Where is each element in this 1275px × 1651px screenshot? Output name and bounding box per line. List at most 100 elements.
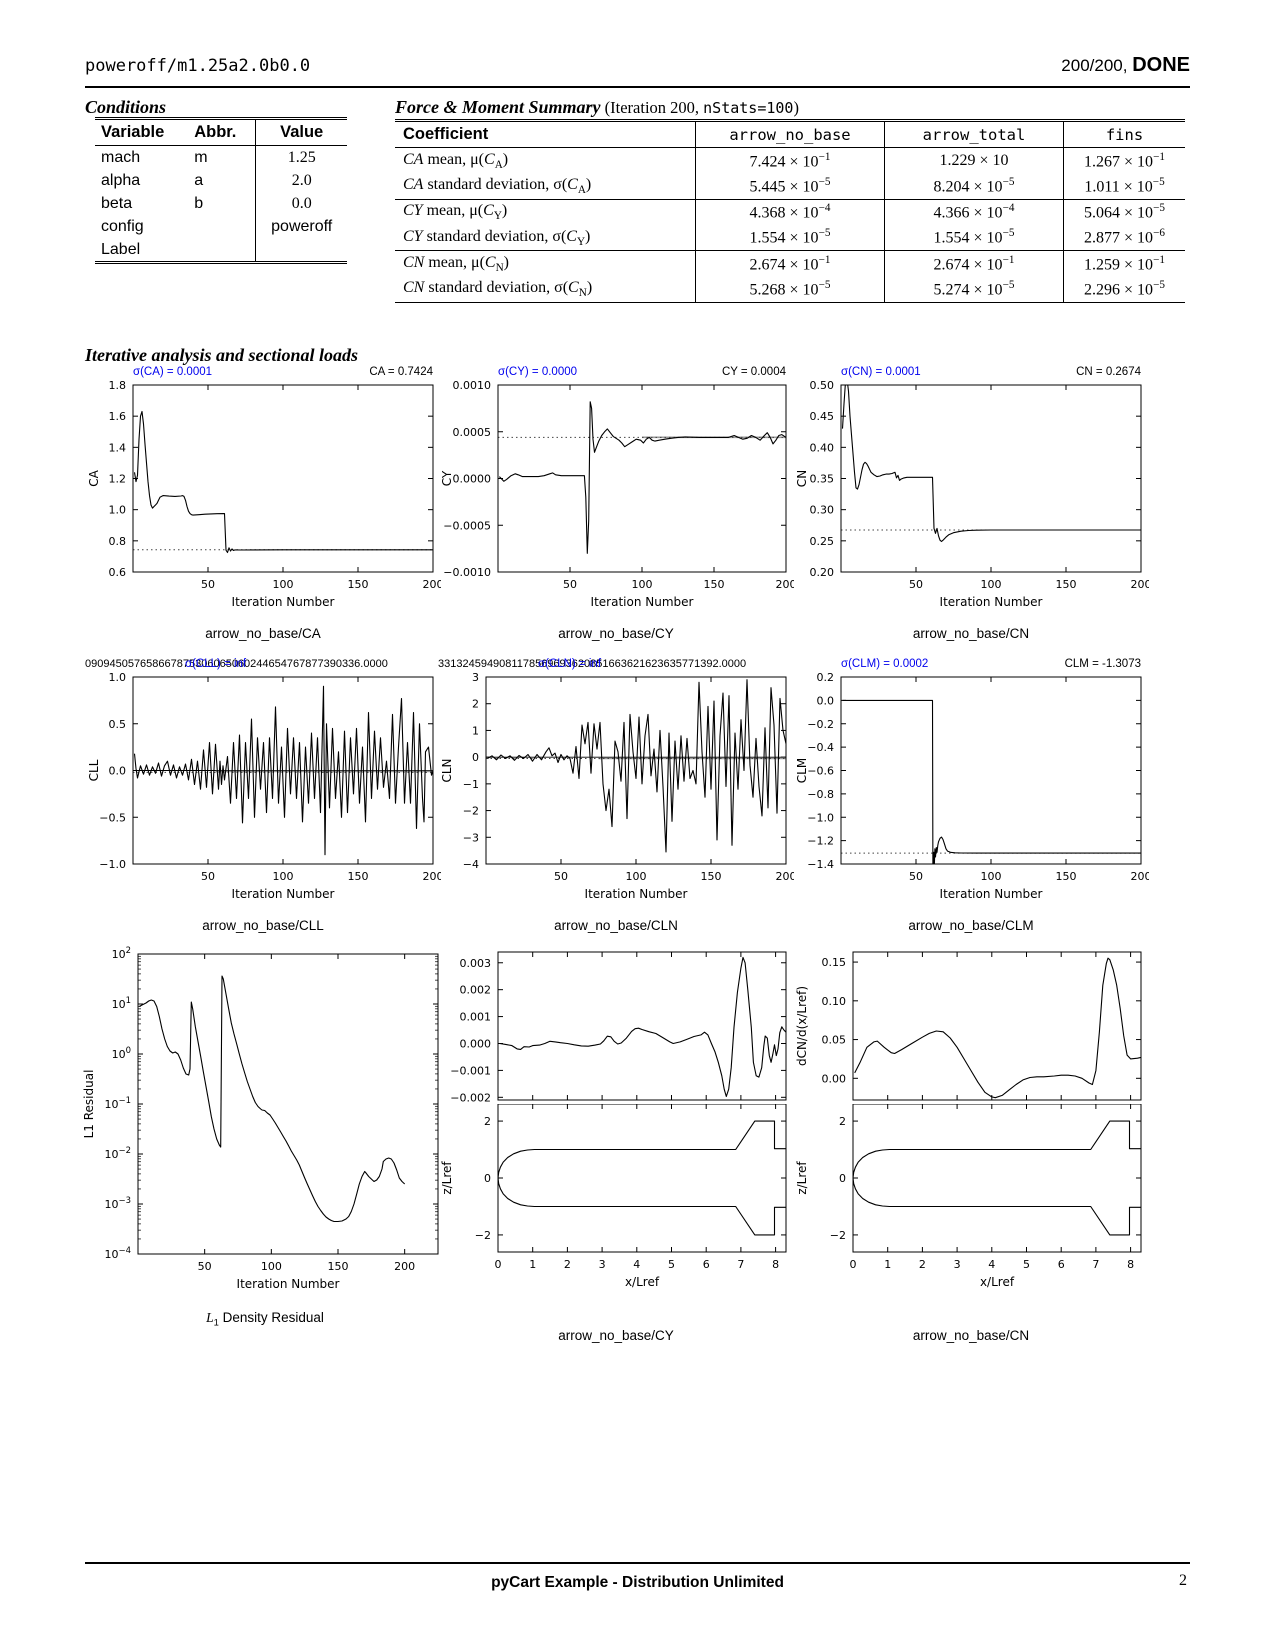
svg-text:50: 50 — [563, 578, 577, 591]
svg-text:10−1: 10−1 — [104, 1096, 131, 1111]
summary-value: 8.204 × 10−5 — [884, 173, 1064, 200]
svg-text:0.40: 0.40 — [810, 441, 835, 454]
cn-sigma-title: σ(CN) = 0.0001 — [841, 366, 921, 378]
svg-text:z/Lref: z/Lref — [795, 1161, 809, 1195]
conditions-col-value: Value — [255, 118, 347, 146]
svg-text:2: 2 — [564, 1258, 571, 1271]
svg-text:2: 2 — [484, 1115, 491, 1128]
svg-text:0: 0 — [850, 1258, 857, 1271]
page-number: 2 — [1179, 1572, 1187, 1589]
svg-text:100: 100 — [626, 870, 647, 883]
summary-value: 5.274 × 10−5 — [884, 276, 1064, 303]
summary-value: 2.674 × 10−1 — [695, 250, 885, 277]
cn-history-plot: 50 100 150 200 0.20 0.25 0.30 0.35 0.40 0.45 0.50 I… — [795, 380, 1149, 609]
summary-value: 1.267 × 10−1 — [1063, 147, 1185, 174]
cll-history-plot: 50 100 150 200 −1.0 −0.5 0.0 0.5 1.0 Iteration Nu… — [87, 672, 441, 901]
conditions-heading: Conditions — [85, 97, 167, 117]
conditions-row: alpha a 2.0 — [95, 169, 347, 192]
summary-row: CA mean, μ(CA) 7.424 × 10−1 1.229 × 10 1.26… — [395, 147, 1185, 174]
summary-coefficient-label: CA standard deviation, σ(CA) — [403, 175, 592, 197]
plot-cell-seccy: 0.003 0.002 0.001 0.000 −0.001 −0.002 0 1 2 3 4 5 6… — [438, 946, 794, 1343]
svg-text:5: 5 — [668, 1258, 675, 1271]
svg-text:100: 100 — [981, 578, 1002, 591]
iteration-progress: 200/200, — [1061, 56, 1128, 75]
condition-variable: alpha — [101, 171, 141, 189]
ca-value-title: CA = 0.7424 — [369, 366, 433, 378]
summary-col-arrow-total: arrow_total — [884, 120, 1064, 148]
condition-value: 0.0 — [255, 192, 347, 215]
summary-value: 1.554 × 10−5 — [884, 224, 1064, 251]
cn-value-title: CN = 0.2674 — [1076, 366, 1141, 378]
svg-text:CA: CA — [87, 469, 101, 486]
svg-text:−0.4: −0.4 — [807, 741, 834, 754]
cy-history-plot: 50 100 150 200 −0.0010 −0.0005 0.0000 0.0005 0.0… — [440, 380, 794, 609]
svg-text:0.001: 0.001 — [460, 1011, 492, 1024]
summary-value: 4.368 × 10−4 — [695, 198, 885, 225]
svg-text:0.8: 0.8 — [109, 535, 127, 548]
svg-text:0: 0 — [839, 1172, 846, 1185]
condition-abbr — [188, 238, 256, 263]
summary-value: 7.424 × 10−1 — [695, 147, 885, 174]
cn-body-outline-plot: 0 1 2 3 4 5 6 7 8 2 0 −2 x/Lref z/Lref — [795, 1104, 1142, 1289]
status-done: DONE — [1132, 54, 1190, 76]
svg-text:0.30: 0.30 — [810, 504, 835, 517]
svg-text:0.05: 0.05 — [822, 1034, 847, 1047]
svg-text:−2: −2 — [463, 805, 479, 818]
svg-text:Iteration Number: Iteration Number — [591, 595, 694, 609]
case-status: 200/200, DONE — [1061, 54, 1190, 77]
conditions-col-variable: Variable — [95, 118, 189, 146]
condition-abbr: b — [194, 194, 204, 212]
svg-text:−0.002: −0.002 — [450, 1091, 491, 1104]
condition-variable: config — [101, 217, 144, 235]
svg-text:0.0: 0.0 — [817, 694, 835, 707]
conditions-row: mach m 1.25 — [95, 145, 347, 169]
svg-text:6: 6 — [1058, 1258, 1065, 1271]
clm-history-plot: 50 100 150 200 0.2 0.0 −0.2 −0.4 −0.6 −0.8 −1.0 −1.… — [795, 672, 1150, 901]
plot-cell-l1: 50 100 150 200 102 101 100 10−1 10−2 10−3 10−4 Iter… — [80, 946, 450, 1329]
ca-caption: arrow_no_base/CA — [205, 626, 321, 641]
svg-text:0.003: 0.003 — [460, 957, 492, 970]
cn-caption: arrow_no_base/CN — [912, 626, 1030, 641]
svg-text:3: 3 — [954, 1258, 961, 1271]
condition-abbr — [188, 215, 256, 238]
condition-abbr: a — [194, 171, 204, 189]
svg-text:150: 150 — [1056, 870, 1077, 883]
svg-text:100: 100 — [981, 870, 1002, 883]
svg-text:x/Lref: x/Lref — [625, 1275, 660, 1289]
cln-sigma-title: σ(CLN) = inf — [538, 658, 602, 670]
condition-abbr: m — [194, 148, 208, 166]
footer-text: pyCart Example - Distribution Unlimited — [491, 1574, 784, 1591]
svg-text:1.0: 1.0 — [109, 504, 127, 517]
summary-row: CN mean, μ(CN) 2.674 × 10−1 2.674 × 10−1 1.… — [395, 250, 1185, 277]
svg-text:50: 50 — [909, 870, 923, 883]
nstats-value: nStats=100 — [703, 99, 794, 117]
svg-text:0.0005: 0.0005 — [453, 426, 492, 439]
svg-text:100: 100 — [261, 1260, 282, 1273]
svg-text:200: 200 — [423, 578, 442, 591]
svg-text:0.0000: 0.0000 — [453, 473, 492, 486]
svg-text:3: 3 — [472, 672, 479, 684]
svg-text:0.35: 0.35 — [810, 473, 835, 486]
condition-variable: beta — [101, 194, 133, 212]
svg-text:0.45: 0.45 — [810, 410, 835, 423]
condition-value — [255, 238, 347, 263]
svg-text:1.6: 1.6 — [109, 410, 127, 423]
svg-text:101: 101 — [112, 996, 131, 1011]
summary-value: 2.877 × 10−6 — [1063, 224, 1185, 251]
summary-value: 5.445 × 10−5 — [695, 173, 885, 200]
svg-text:−0.0010: −0.0010 — [443, 566, 491, 579]
summary-col-coefficient: Coefficient — [395, 120, 696, 148]
svg-text:Iteration Number: Iteration Number — [940, 887, 1043, 901]
clm-sigma-title: σ(CLM) = 0.0002 — [841, 658, 929, 670]
summary-heading: Force & Moment Summary (Iteration 200, n… — [395, 97, 799, 117]
svg-text:CN: CN — [795, 470, 809, 487]
svg-text:200: 200 — [394, 1260, 415, 1273]
svg-text:0.15: 0.15 — [822, 956, 847, 969]
plot-cell-cy: σ(CY) = 0.0000 CY = 0.0004 50 100 150 200 −0… — [438, 366, 794, 641]
conditions-row: Label — [95, 238, 347, 263]
svg-text:102: 102 — [112, 946, 131, 961]
svg-text:200: 200 — [1131, 870, 1150, 883]
summary-value: 2.296 × 10−5 — [1063, 276, 1185, 303]
svg-text:150: 150 — [701, 870, 722, 883]
